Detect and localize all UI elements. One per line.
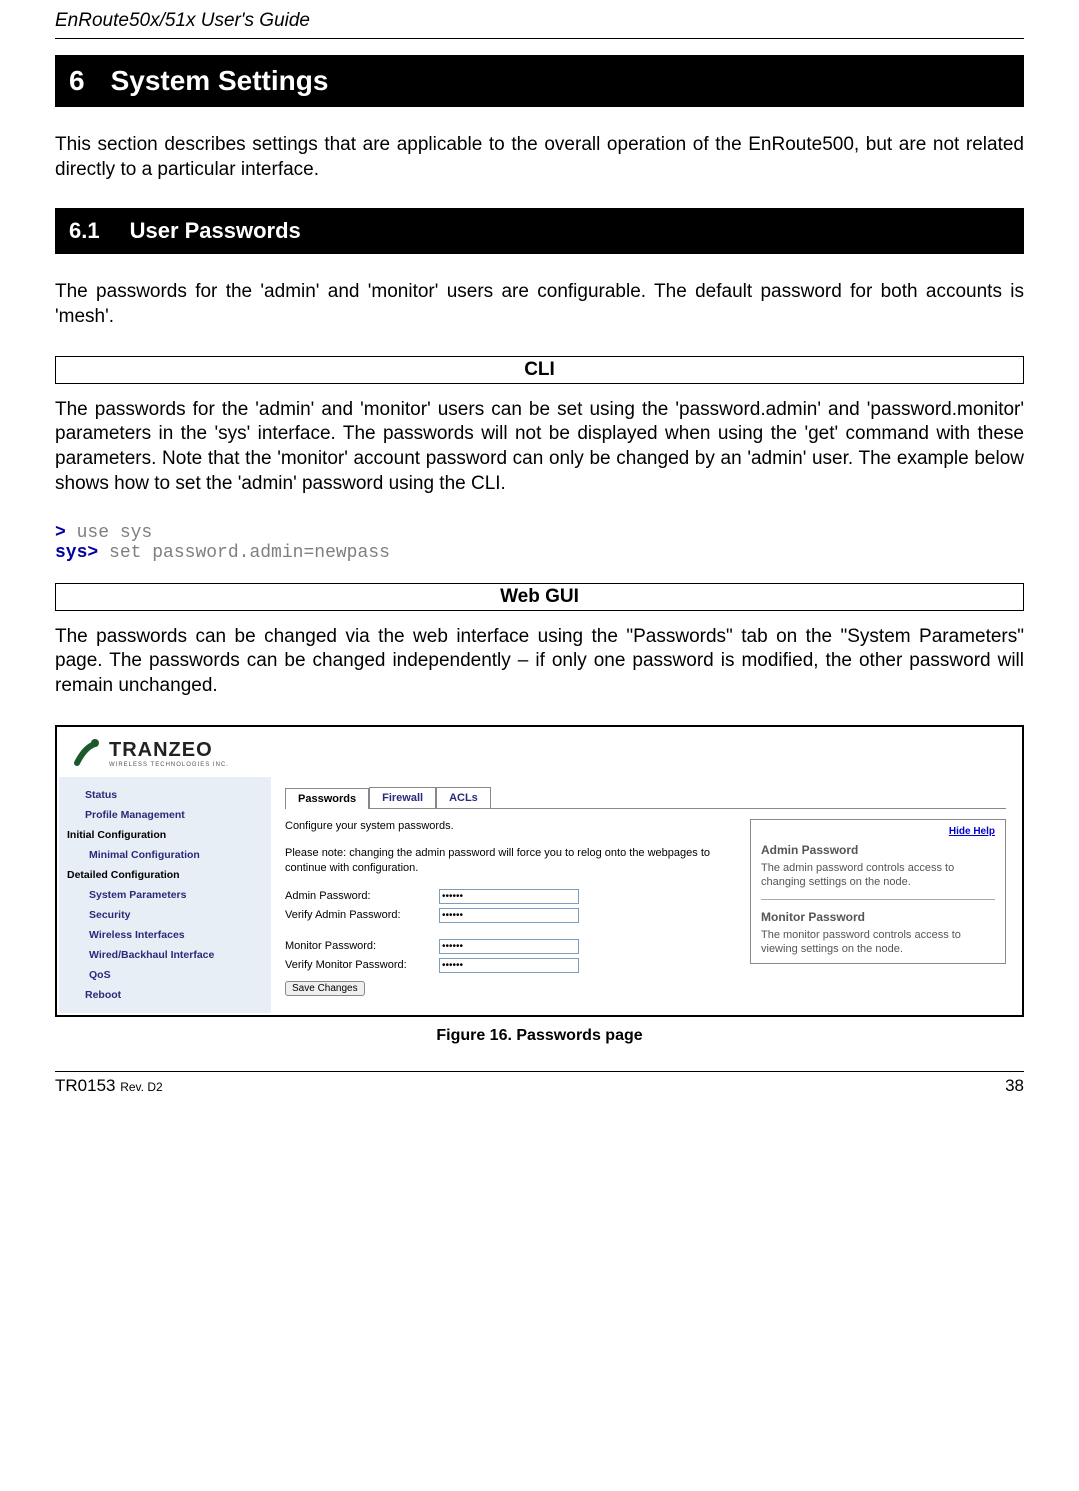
- cli-prompt: sys>: [55, 543, 98, 563]
- logo-area: TRANZEO WIRELESS TECHNOLOGIES INC.: [59, 729, 1020, 777]
- help-admin-title: Admin Password: [761, 843, 995, 857]
- sidebar-group-initial: Initial Configuration: [59, 825, 271, 845]
- cli-line: sys> set password.admin=newpass: [55, 543, 1024, 563]
- tab-passwords[interactable]: Passwords: [285, 788, 369, 809]
- logo-subtext: WIRELESS TECHNOLOGIES INC.: [109, 762, 229, 768]
- sidebar-item-security[interactable]: Security: [59, 905, 271, 925]
- subsection-number: 6.1: [69, 218, 100, 244]
- sidebar-item-qos[interactable]: QoS: [59, 965, 271, 985]
- tab-bar: Passwords Firewall ACLs: [285, 787, 1006, 809]
- save-changes-button[interactable]: Save Changes: [285, 981, 365, 996]
- cli-box-header: CLI: [55, 356, 1024, 384]
- hide-help-link[interactable]: Hide Help: [761, 826, 995, 837]
- cli-prompt: >: [55, 523, 66, 543]
- footer-page-number: 38: [1005, 1076, 1024, 1096]
- main-panel: Passwords Firewall ACLs Configure your s…: [271, 777, 1020, 1013]
- sidebar-item-status[interactable]: Status: [59, 785, 271, 805]
- admin-password-input[interactable]: [439, 889, 579, 904]
- intro-paragraph: This section describes settings that are…: [55, 133, 1024, 182]
- verify-admin-password-label: Verify Admin Password:: [285, 909, 439, 921]
- sidebar-item-reboot[interactable]: Reboot: [59, 985, 271, 1005]
- help-admin-text: The admin password controls access to ch…: [761, 861, 995, 890]
- tab-firewall[interactable]: Firewall: [369, 787, 436, 808]
- webgui-description: The passwords can be changed via the web…: [55, 625, 1024, 699]
- section-heading: 6 System Settings: [55, 55, 1024, 107]
- screenshot-frame: TRANZEO WIRELESS TECHNOLOGIES INC. Statu…: [55, 725, 1024, 1017]
- sidebar-item-wireless[interactable]: Wireless Interfaces: [59, 925, 271, 945]
- doc-header: EnRoute50x/51x User's Guide: [55, 10, 1024, 39]
- form-intro: Configure your system passwords.: [285, 819, 738, 834]
- verify-admin-password-input[interactable]: [439, 908, 579, 923]
- figure-caption: Figure 16. Passwords page: [55, 1027, 1024, 1045]
- subsection-heading: 6.1 User Passwords: [55, 208, 1024, 254]
- help-monitor-title: Monitor Password: [761, 910, 995, 924]
- verify-monitor-password-input[interactable]: [439, 958, 579, 973]
- help-divider: [761, 899, 995, 900]
- sidebar-group-detailed: Detailed Configuration: [59, 865, 271, 885]
- screenshot: TRANZEO WIRELESS TECHNOLOGIES INC. Statu…: [59, 729, 1020, 1013]
- help-panel: Hide Help Admin Password The admin passw…: [750, 819, 1006, 964]
- logo-icon: [71, 737, 105, 771]
- cli-line: > use sys: [55, 523, 1024, 543]
- admin-password-label: Admin Password:: [285, 890, 439, 902]
- sidebar-item-wired[interactable]: Wired/Backhaul Interface: [59, 945, 271, 965]
- cli-command: set password.admin=newpass: [109, 543, 390, 563]
- doc-footer: TR0153 Rev. D2 38: [55, 1071, 1024, 1096]
- subsection-intro: The passwords for the 'admin' and 'monit…: [55, 280, 1024, 329]
- webgui-box-header: Web GUI: [55, 583, 1024, 611]
- sidebar-item-minimal[interactable]: Minimal Configuration: [59, 845, 271, 865]
- password-form: Configure your system passwords. Please …: [285, 819, 738, 996]
- sidebar: Status Profile Management Initial Config…: [59, 777, 271, 1013]
- footer-doc-id: TR0153 Rev. D2: [55, 1076, 163, 1096]
- section-number: 6: [69, 65, 85, 97]
- monitor-password-input[interactable]: [439, 939, 579, 954]
- cli-example: > use sys sys> set password.admin=newpas…: [55, 523, 1024, 563]
- form-note: Please note: changing the admin password…: [285, 846, 738, 877]
- tab-acls[interactable]: ACLs: [436, 787, 491, 808]
- sidebar-item-system-parameters[interactable]: System Parameters: [59, 885, 271, 905]
- cli-command: use sys: [77, 523, 153, 543]
- subsection-title: User Passwords: [130, 218, 301, 243]
- verify-monitor-password-label: Verify Monitor Password:: [285, 959, 439, 971]
- help-monitor-text: The monitor password controls access to …: [761, 928, 995, 957]
- logo-text: TRANZEO: [109, 739, 229, 762]
- section-title: System Settings: [111, 65, 329, 96]
- cli-description: The passwords for the 'admin' and 'monit…: [55, 398, 1024, 497]
- sidebar-item-profile[interactable]: Profile Management: [59, 805, 271, 825]
- monitor-password-label: Monitor Password:: [285, 940, 439, 952]
